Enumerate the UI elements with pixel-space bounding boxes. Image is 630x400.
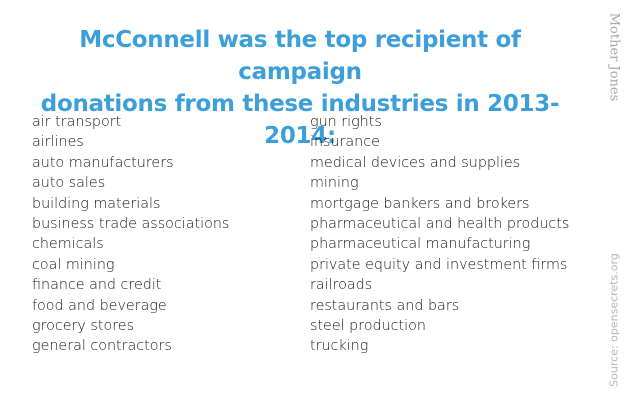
industry-item: pharmaceutical manufacturing [310,236,531,253]
industry-item: coal mining [32,256,115,273]
industry-item: pharmaceutical and health products [310,216,570,233]
industry-list-right: gun rights insurance medical devices and… [310,112,569,357]
industry-item: auto manufacturers [32,154,174,171]
industry-item: insurance [310,134,380,151]
industry-item: steel production [310,318,426,335]
industry-item: mining [310,175,359,192]
industry-item: trucking [310,338,369,355]
industry-item: chemicals [32,236,104,253]
industry-item: private equity and investment firms [310,256,568,273]
industry-list-left: air transport airlines auto manufacturer… [32,112,229,357]
brand-text: Mother Jones [606,12,622,102]
source-text: Source: opensecrets.org [607,253,621,387]
source-credit: Source: opensecrets.org [602,250,626,390]
industry-item: restaurants and bars [310,297,460,314]
industry-item: airlines [32,134,84,151]
industry-item: grocery stores [32,318,135,335]
mother-jones-logo: Mother Jones [602,12,626,102]
industry-item: gun rights [310,114,382,130]
industry-item: general contractors [32,338,172,355]
headline-line-2: donations from these industries in 2013-… [40,91,560,149]
industry-item: railroads [310,277,373,294]
industry-item: medical devices and supplies [310,154,521,171]
industry-item: mortgage bankers and brokers [310,195,530,212]
industry-item: food and beverage [32,297,167,314]
industry-item: finance and credit [32,277,162,294]
industry-item: business trade associations [32,216,230,233]
industry-item: building materials [32,195,161,212]
industry-item: auto sales [32,175,106,192]
headline-line-1: McConnell was the top recipient of campa… [79,27,521,85]
headline: McConnell was the top recipient of campa… [30,24,570,152]
industry-item: air transport [32,114,122,130]
